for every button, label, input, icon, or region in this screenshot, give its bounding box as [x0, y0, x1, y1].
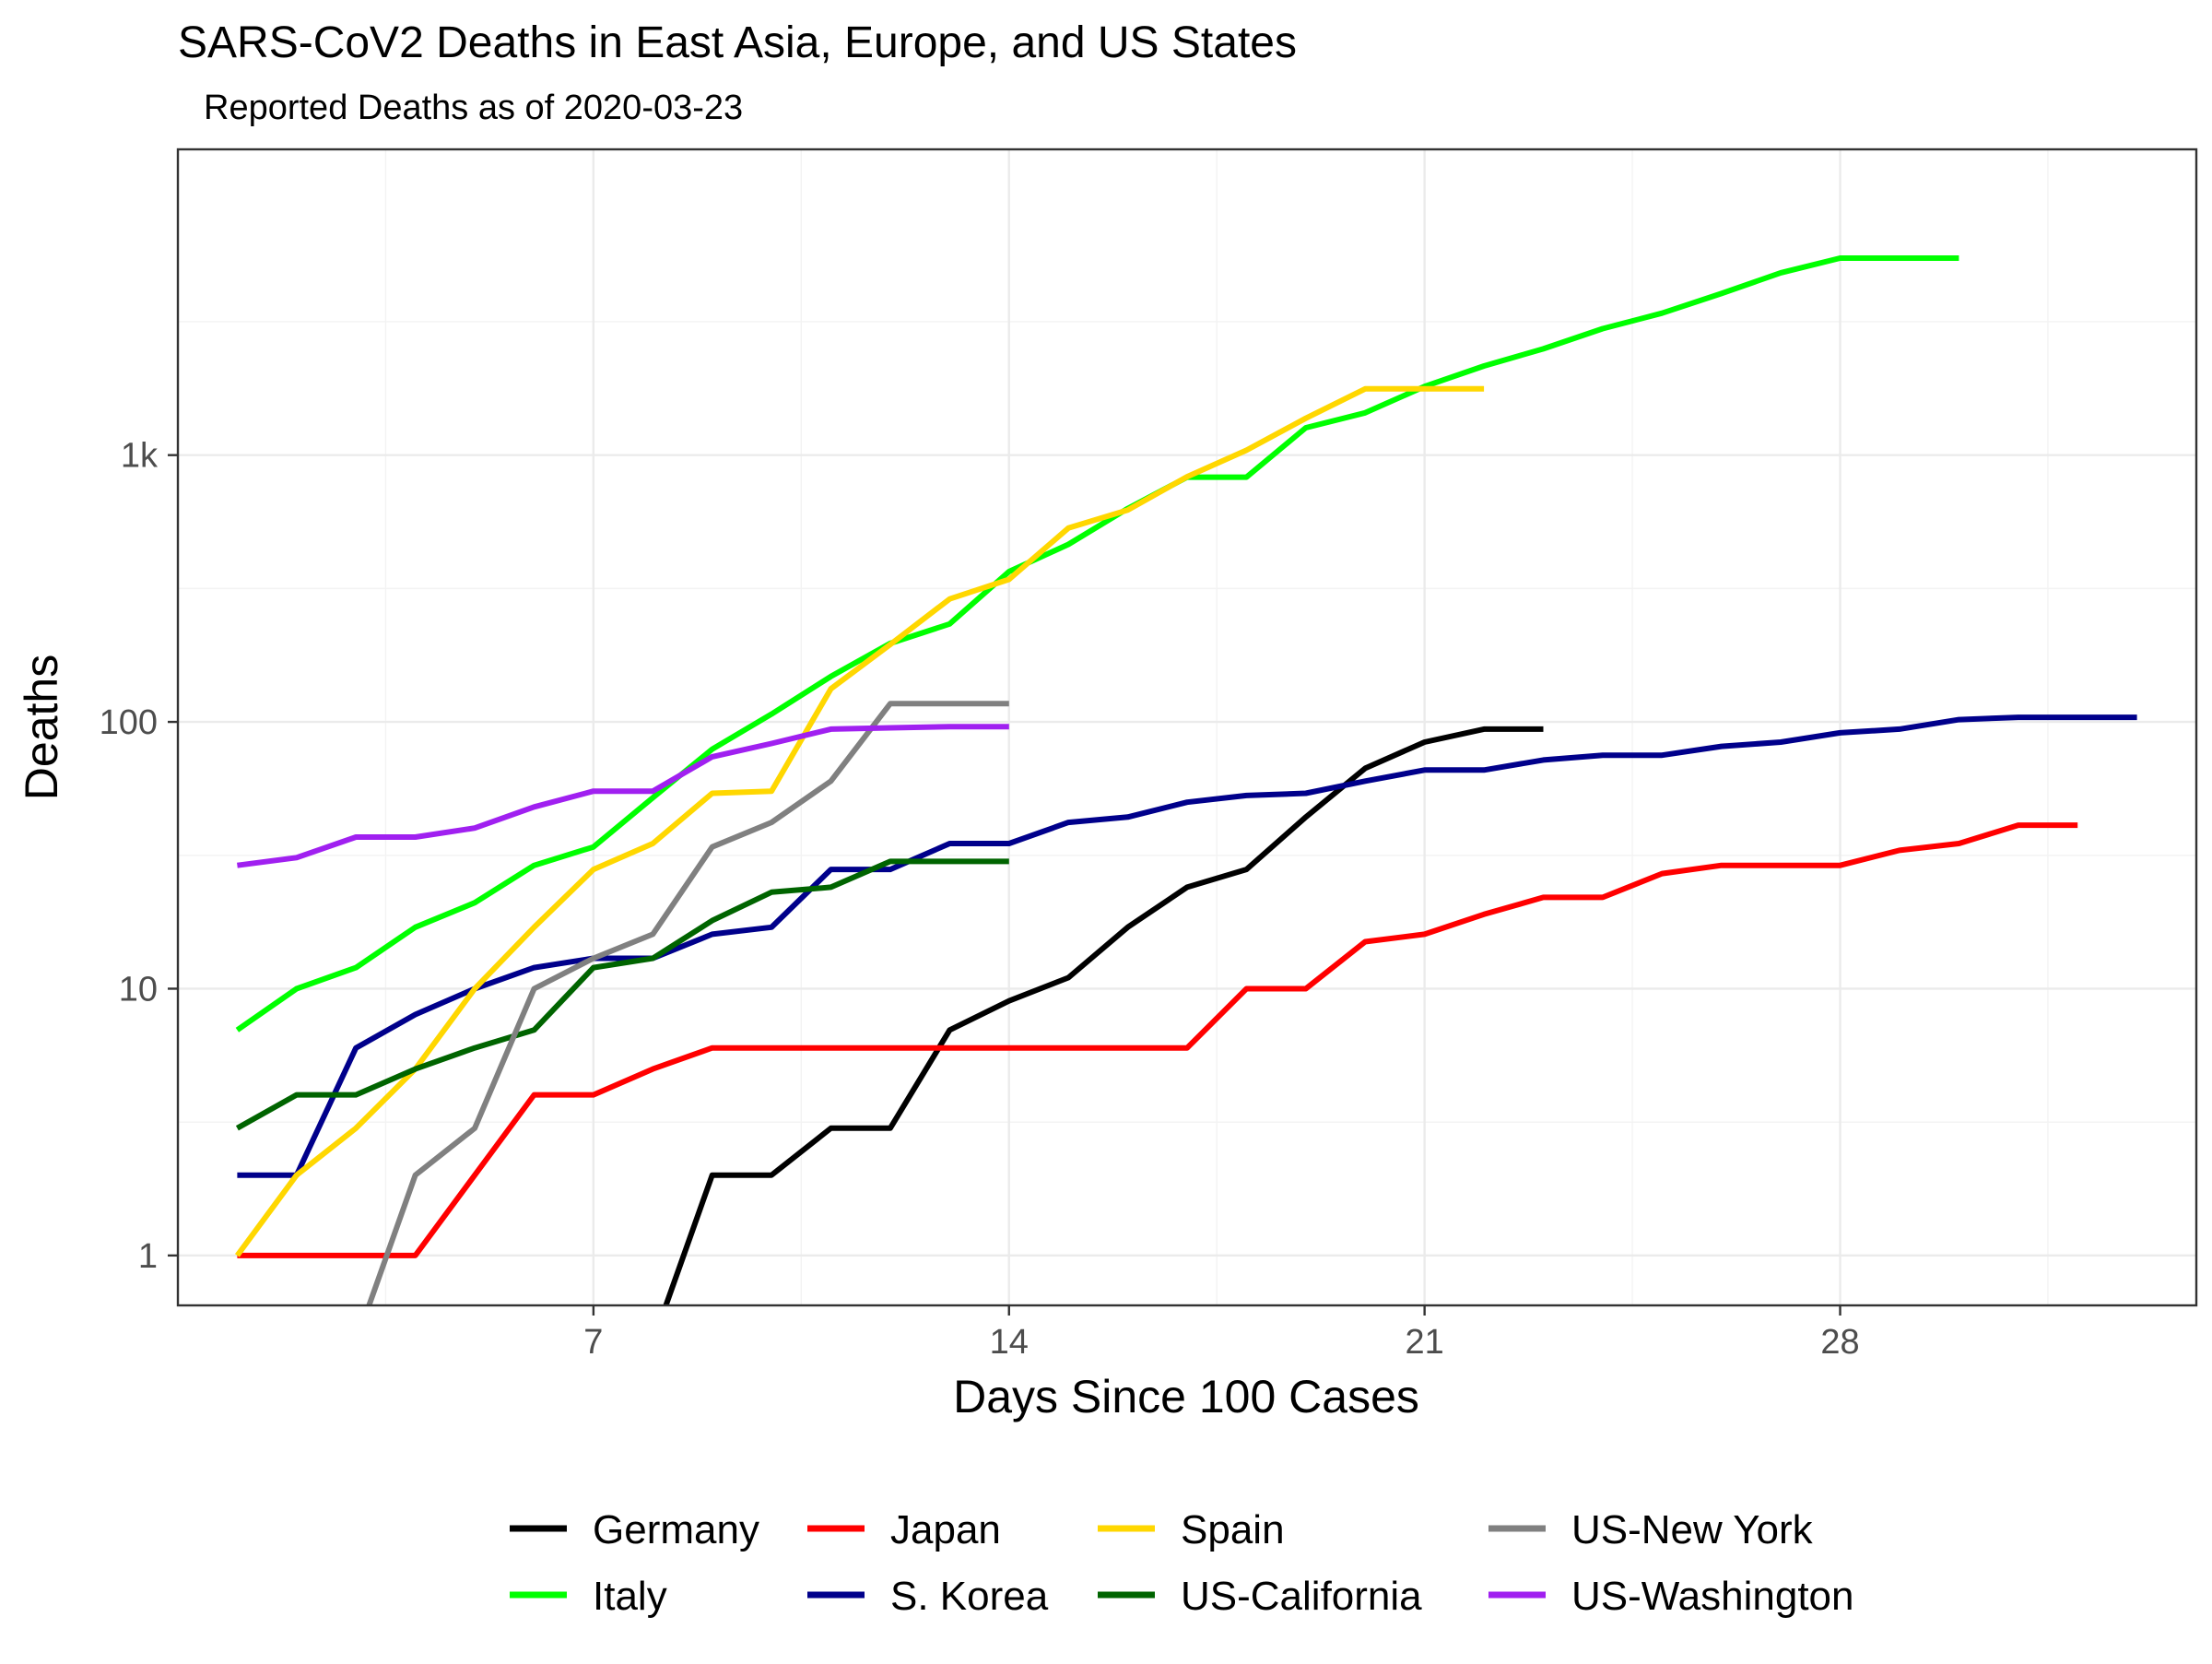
- series-line-spain: [234, 385, 1485, 1257]
- x-axis: 7 14 21 28: [583, 1305, 1860, 1362]
- chart-title: SARS-CoV2 Deaths in East Asia, Europe, a…: [178, 18, 1297, 67]
- series-line-us-washington: [237, 724, 1009, 868]
- x-axis-title: Days Since 100 Cases: [953, 1371, 1419, 1422]
- x-tick-label: 14: [990, 1323, 1029, 1362]
- series-lines: [234, 255, 2137, 1305]
- y-tick-label: 1k: [121, 437, 159, 476]
- legend-label-italy: Italy: [593, 1574, 667, 1619]
- chart-subtitle: Reported Deaths as of 2020-03-23: [204, 89, 743, 127]
- minor-gridlines: [178, 149, 2196, 1305]
- series-line-us-california: [235, 858, 1009, 1131]
- legend-label-us-washington: US-Washington: [1571, 1574, 1854, 1619]
- y-tick-label: 1: [138, 1237, 158, 1276]
- y-axis-title: Deaths: [16, 655, 67, 800]
- legend-label-japan: Japan: [890, 1507, 1001, 1552]
- legend-label-s-korea: S. Korea: [890, 1574, 1049, 1619]
- series-line-germany: [663, 726, 1544, 1305]
- series-line-s-korea: [237, 714, 2137, 1178]
- legend: Germany Italy Japan S. Korea Spain US-Califor…: [510, 1507, 1854, 1619]
- legend-label-spain: Spain: [1181, 1507, 1285, 1552]
- plot-panel-border: [176, 148, 2198, 1307]
- y-tick-label: 100: [100, 703, 158, 742]
- x-tick-label: 21: [1406, 1323, 1444, 1362]
- legend-label-us-california: US-California: [1181, 1574, 1422, 1619]
- series-line-italy: [235, 255, 1959, 1033]
- y-axis: 1 10 100 1k: [100, 437, 178, 1276]
- legend-label-germany: Germany: [593, 1507, 759, 1552]
- legend-label-us-new-york: US-New York: [1571, 1507, 1814, 1552]
- y-tick-label: 10: [119, 970, 158, 1009]
- series-line-japan: [237, 822, 2078, 1258]
- x-tick-label: 28: [1820, 1323, 1859, 1362]
- series-line-us-new-york: [366, 701, 1009, 1305]
- x-tick-label: 7: [583, 1323, 603, 1362]
